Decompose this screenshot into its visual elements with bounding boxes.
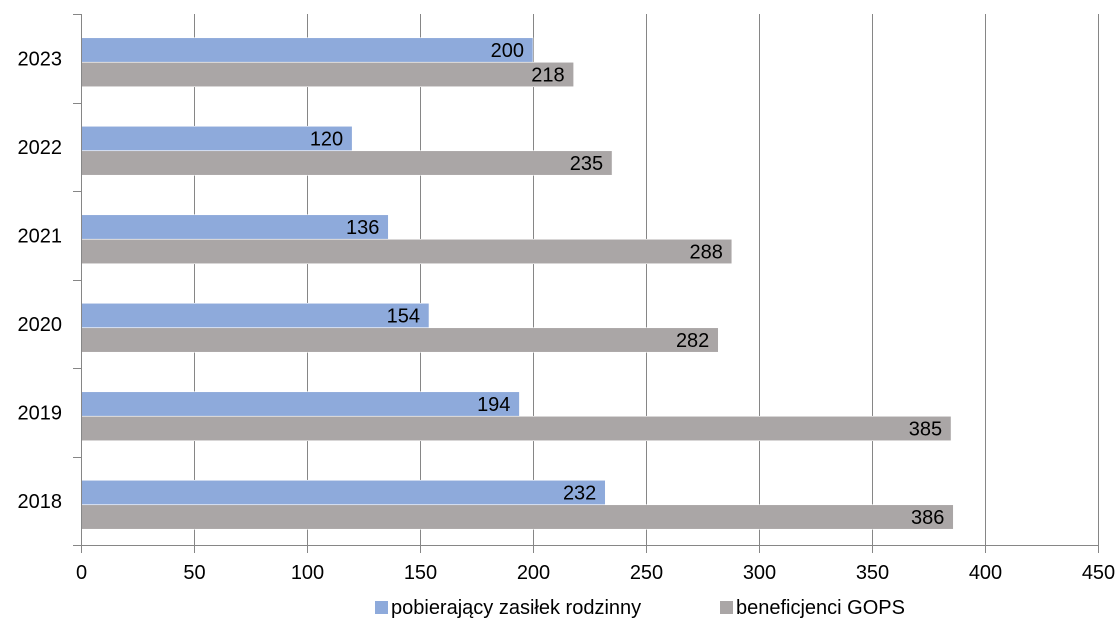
bar-gops-2022 <box>80 150 613 176</box>
bar-zasilek-2022 <box>80 125 353 152</box>
x-tick-label-350: 350 <box>856 562 889 584</box>
labels: 232 386 2018 194 385 2019 154 282 2020 136 288 2021… <box>18 40 1116 584</box>
bar-gops-2020 <box>80 327 719 353</box>
bar-zasilek-2021 <box>80 214 389 240</box>
bar-gops-2019 <box>80 415 952 442</box>
x-tick-label-250: 250 <box>630 562 663 584</box>
x-tick-label-400: 400 <box>969 562 1002 584</box>
data-label-gops-2022: 235 <box>570 153 603 175</box>
legend-label-zasilek: pobierający zasiłek rodzinny <box>391 597 641 619</box>
data-label-gops-2019: 385 <box>909 419 942 441</box>
data-label-zasilek-2023: 200 <box>491 40 524 62</box>
legend-swatch-zasilek <box>375 601 388 614</box>
x-tick-label-50: 50 <box>183 562 205 584</box>
bar-gops-2023 <box>80 61 574 88</box>
bar-zasilek-2023 <box>80 37 534 63</box>
bar-gops-2021 <box>80 238 733 265</box>
category-label-2019: 2019 <box>18 402 63 424</box>
x-tick-label-0: 0 <box>76 562 87 584</box>
data-label-zasilek-2022: 120 <box>310 129 343 151</box>
legend-label-gops: beneficjenci GOPS <box>736 597 905 619</box>
bar-zasilek-2018 <box>80 479 606 506</box>
data-label-zasilek-2019: 194 <box>477 394 510 416</box>
data-label-zasilek-2021: 136 <box>346 217 379 239</box>
x-tick-label-450: 450 <box>1082 562 1115 584</box>
bar-zasilek-2020 <box>80 302 430 329</box>
bar-gops-2018 <box>80 504 954 530</box>
bar-zasilek-2019 <box>80 391 520 417</box>
legend: pobierający zasiłek rodzinny beneficjenci… <box>375 597 905 619</box>
category-label-2018: 2018 <box>18 491 63 513</box>
category-label-2020: 2020 <box>18 314 63 336</box>
data-label-zasilek-2020: 154 <box>387 306 420 328</box>
category-label-2022: 2022 <box>18 137 63 159</box>
category-label-2023: 2023 <box>18 48 63 70</box>
x-tick-label-100: 100 <box>291 562 324 584</box>
x-tick-label-150: 150 <box>404 562 437 584</box>
axes <box>73 14 1099 553</box>
x-tick-label-300: 300 <box>743 562 776 584</box>
gridlines <box>194 14 1099 545</box>
data-label-zasilek-2018: 232 <box>563 483 596 505</box>
data-label-gops-2021: 288 <box>690 242 723 264</box>
bars <box>80 37 954 530</box>
x-tick-label-200: 200 <box>517 562 550 584</box>
data-label-gops-2023: 218 <box>531 65 564 87</box>
data-label-gops-2020: 282 <box>676 330 709 352</box>
legend-swatch-gops <box>720 601 733 614</box>
data-label-gops-2018: 386 <box>911 507 944 529</box>
category-label-2021: 2021 <box>18 225 63 247</box>
